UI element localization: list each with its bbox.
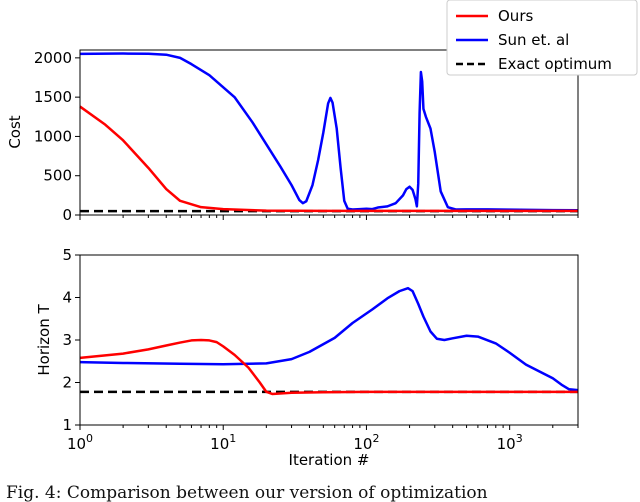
horizon-y-axis-label: Horizon T <box>35 304 53 376</box>
cost-y-axis-label: Cost <box>6 115 24 148</box>
legend-box <box>446 0 638 76</box>
cost-ytick-label: 1500 <box>34 88 72 106</box>
legend-label-ours: Ours <box>498 7 533 25</box>
cost-axes-frame <box>79 49 579 216</box>
horizon-y-ticks: 1 2 3 4 5 <box>62 246 80 434</box>
horizon-ytick-label: 1 <box>62 416 72 434</box>
horizon-xtick-label: 102 <box>353 432 379 453</box>
legend-label-sun: Sun et. al <box>498 31 569 49</box>
horizon-ytick-label: 5 <box>62 246 72 264</box>
horizon-ytick-label: 4 <box>62 289 72 307</box>
legend-label-exact-optimum: Exact optimum <box>498 55 612 73</box>
horizon-x-ticks: 100 101 102 103 <box>67 425 579 453</box>
cost-series-ours <box>79 105 578 213</box>
cost-ytick-label: 1000 <box>34 127 72 145</box>
horizon-series-ours <box>79 338 578 396</box>
horizon-ytick-label: 2 <box>62 374 72 392</box>
x-axis-label: Iteration # <box>289 451 370 469</box>
cost-y-ticks: 0 500 1000 1500 2000 <box>34 49 80 224</box>
horizon-xtick-label: 100 <box>67 432 93 453</box>
cost-ytick-label: 0 <box>62 206 72 224</box>
legend: Ours Sun et. al Exact optimum <box>446 0 638 76</box>
cost-ytick-label: 500 <box>43 167 72 185</box>
figure-caption: Fig. 4: Comparison between our version o… <box>6 483 488 502</box>
horizon-plot-lines <box>79 286 579 396</box>
cost-x-ticks <box>79 215 579 220</box>
horizon-subplot: 1 2 3 4 5 100 101 102 103 Horizon T Iteration # <box>35 246 579 469</box>
horizon-xtick-label: 101 <box>210 432 236 453</box>
cost-plot-lines <box>79 52 579 213</box>
cost-ytick-label: 2000 <box>34 49 72 67</box>
horizon-ytick-label: 3 <box>62 331 72 349</box>
cost-subplot: 0 500 1000 1500 2000 Cost <box>6 49 579 224</box>
horizon-series-sun-et-al <box>79 286 579 392</box>
cost-series-sun-et-al <box>79 52 579 212</box>
horizon-xtick-label: 103 <box>497 432 523 453</box>
